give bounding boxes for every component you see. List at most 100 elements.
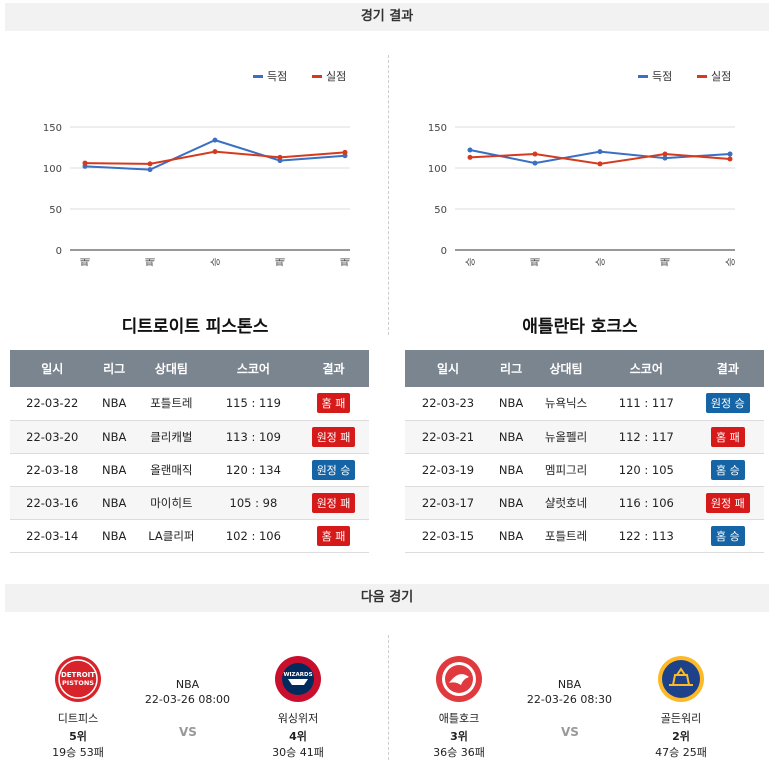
table-row: 22-03-21 NBA 뉴올펠리 112 : 117 홈 패 xyxy=(405,420,764,454)
header-score: 스코어 xyxy=(208,350,298,387)
cell-date: 22-03-23 xyxy=(405,387,492,421)
table-row: 22-03-16 NBA 마이히트 105 : 98 원정 패 xyxy=(10,486,369,520)
cell-date: 22-03-20 xyxy=(10,420,95,454)
game-datetime: 22-03-26 08:30 xyxy=(526,693,613,706)
legend-swatch xyxy=(638,75,648,78)
next-game-2-home[interactable]: 애틀호크 3위 36승 36패 xyxy=(419,655,499,760)
data-point xyxy=(727,151,733,157)
data-point xyxy=(532,151,538,157)
warriors-logo-icon xyxy=(657,655,705,703)
cell-league: NBA xyxy=(94,486,134,520)
x-tick-label: 패 xyxy=(660,257,672,266)
away-team-rank: 4위 xyxy=(289,730,307,743)
result-badge: 홈 승 xyxy=(710,525,745,546)
svg-text:PISTONS: PISTONS xyxy=(62,679,94,687)
header-league: 리그 xyxy=(94,350,134,387)
data-point xyxy=(597,149,603,155)
cell-result: 원정 승 xyxy=(297,453,369,487)
home-team-rank: 3위 xyxy=(450,730,468,743)
data-point xyxy=(212,137,218,143)
result-badge: 원정 승 xyxy=(705,393,750,414)
legend-label: 실점 xyxy=(711,70,731,83)
cell-opponent: 포틀트레 xyxy=(133,387,209,421)
cell-opponent: 포틀트레 xyxy=(531,519,601,553)
legend-label: 득점 xyxy=(267,70,287,83)
data-point xyxy=(212,149,218,155)
y-tick-label: 150 xyxy=(428,123,447,134)
svg-text:WIZARDS: WIZARDS xyxy=(283,672,312,678)
next-game-1-away[interactable]: WIZARDS 워싱위저 4위 30승 41패 xyxy=(258,655,338,760)
x-tick-label: 승 xyxy=(595,257,607,266)
next-game-1-home[interactable]: DETROIT PISTONS 디트피스 5위 19승 53패 xyxy=(38,655,118,760)
cell-league: NBA xyxy=(491,486,532,520)
cell-date: 22-03-17 xyxy=(405,486,492,520)
result-badge: 홈 승 xyxy=(710,459,745,480)
result-badge: 홈 패 xyxy=(710,426,745,447)
result-badge: 홈 패 xyxy=(316,525,351,546)
data-point xyxy=(662,151,668,157)
away-team-rank: 2위 xyxy=(672,730,690,743)
y-tick-label: 0 xyxy=(441,246,447,257)
chart-atlanta: 득점 실점 0 50 100 150 승 패 승 패 승 xyxy=(428,70,737,267)
y-tick-label: 50 xyxy=(49,205,62,216)
cell-league: NBA xyxy=(94,519,134,553)
team-title-atlanta: 애틀란타 호크스 xyxy=(522,317,638,337)
table-row: 22-03-18 NBA 올랜매직 120 : 134 원정 승 xyxy=(10,453,369,487)
header-date: 일시 xyxy=(405,350,492,387)
header-opponent: 상대팀 xyxy=(531,350,601,387)
cell-score: 113 : 109 xyxy=(208,420,298,454)
x-tick-label: 승 xyxy=(210,257,222,266)
data-point xyxy=(277,154,283,160)
cell-opponent: 뉴욕닉스 xyxy=(531,387,601,421)
data-point xyxy=(147,161,153,167)
header-opponent: 상대팀 xyxy=(133,350,209,387)
data-point xyxy=(662,155,668,161)
cell-score: 116 : 106 xyxy=(600,486,692,520)
cell-score: 120 : 105 xyxy=(600,453,692,487)
cell-date: 22-03-16 xyxy=(10,486,95,520)
cell-opponent: 뉴올펠리 xyxy=(531,420,601,454)
cell-opponent: 클리캐벌 xyxy=(133,420,209,454)
cell-date: 22-03-14 xyxy=(10,519,95,553)
result-badge: 원정 패 xyxy=(311,426,356,447)
cell-league: NBA xyxy=(491,420,532,454)
table-row: 22-03-19 NBA 멤피그리 120 : 105 홈 승 xyxy=(405,453,764,487)
data-point xyxy=(597,161,603,167)
next-section-title: 다음 경기 xyxy=(5,584,769,612)
x-tick-label: 패 xyxy=(275,257,287,266)
cell-score: 115 : 119 xyxy=(208,387,298,421)
cell-date: 22-03-18 xyxy=(10,453,95,487)
cell-score: 102 : 106 xyxy=(208,519,298,553)
cell-date: 22-03-15 xyxy=(405,519,492,553)
next-game-2-away[interactable]: 골든워리 2위 47승 25패 xyxy=(641,655,721,760)
next-game-1-info: NBA 22-03-26 08:00 xyxy=(140,678,235,706)
cell-result: 원정 승 xyxy=(691,387,764,421)
cell-score: 120 : 134 xyxy=(208,453,298,487)
table-row: 22-03-15 NBA 포틀트레 122 : 113 홈 승 xyxy=(405,519,764,553)
pistons-logo-icon: DETROIT PISTONS xyxy=(54,655,102,703)
cell-league: NBA xyxy=(94,387,134,421)
cell-opponent: 마이히트 xyxy=(133,486,209,520)
legend-label: 득점 xyxy=(652,70,672,83)
cell-result: 홈 패 xyxy=(297,387,369,421)
cell-date: 22-03-21 xyxy=(405,420,492,454)
cell-result: 홈 패 xyxy=(297,519,369,553)
cell-result: 홈 패 xyxy=(691,420,764,454)
x-tick-label: 승 xyxy=(465,257,477,266)
cell-opponent: 멤피그리 xyxy=(531,453,601,487)
divider-next xyxy=(388,635,389,760)
x-tick-label: 패 xyxy=(340,257,352,266)
cell-league: NBA xyxy=(94,453,134,487)
cell-opponent: 올랜매직 xyxy=(133,453,209,487)
data-point xyxy=(82,160,88,166)
cell-date: 22-03-19 xyxy=(405,453,492,487)
results-table-detroit: 일시 리그 상대팀 스코어 결과 22-03-22 NBA 포틀트레 115 : 11… xyxy=(10,350,369,553)
wizards-logo-icon: WIZARDS xyxy=(274,655,322,703)
cell-opponent: 샬럿호네 xyxy=(531,486,601,520)
cell-league: NBA xyxy=(491,387,532,421)
cell-result: 홈 승 xyxy=(691,453,764,487)
y-tick-label: 150 xyxy=(43,123,62,134)
results-section-title: 경기 결과 xyxy=(5,3,769,31)
x-tick-label: 패 xyxy=(530,257,542,266)
results-table-atlanta: 일시 리그 상대팀 스코어 결과 22-03-23 NBA 뉴욕닉스 111 : 11… xyxy=(405,350,764,553)
